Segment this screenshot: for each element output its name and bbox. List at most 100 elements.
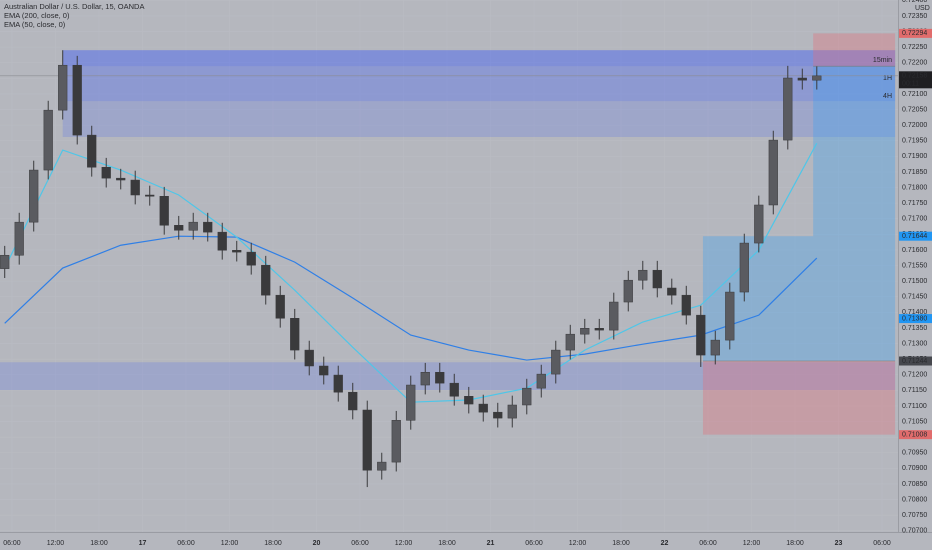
candle-body <box>435 371 445 384</box>
zone-label: 15min <box>873 57 892 64</box>
zone-label: 4H <box>883 93 892 100</box>
x-tick-label: 18:00 <box>264 540 282 547</box>
position-stop <box>702 361 896 435</box>
price-label: 0.71380 <box>902 315 927 322</box>
y-tick-label: 0.71850 <box>902 169 927 176</box>
y-tick-label: 0.71350 <box>902 325 927 332</box>
x-tick-label: 17 <box>139 540 147 547</box>
candle-body <box>246 251 256 266</box>
candle-body <box>493 411 503 419</box>
x-tick-label: 06:00 <box>699 540 717 547</box>
candle-body <box>710 339 720 356</box>
y-tick-label: 0.72000 <box>902 122 927 129</box>
candle-body <box>812 75 822 81</box>
y-tick-label: 0.72350 <box>902 13 927 20</box>
x-tick-label: 06:00 <box>525 540 543 547</box>
candle-body <box>72 64 82 136</box>
position-target <box>813 66 896 237</box>
candle-body <box>609 301 619 331</box>
x-tick-label: 12:00 <box>569 540 587 547</box>
y-tick-label: 0.71100 <box>902 403 927 410</box>
currency: USD <box>915 5 930 12</box>
candle-body <box>667 287 677 296</box>
x-tick-label: 12:00 <box>47 540 65 547</box>
candle-body <box>507 404 517 419</box>
candle-body <box>0 254 10 269</box>
candle-body <box>681 294 691 316</box>
x-tick-label: 06:00 <box>351 540 369 547</box>
x-tick-label: 06:00 <box>873 540 891 547</box>
y-tick-label: 0.72200 <box>902 60 927 67</box>
candle-body <box>203 221 213 233</box>
y-tick-label: 0.71050 <box>902 418 927 425</box>
candle-body <box>43 109 53 171</box>
candle-body <box>87 134 97 168</box>
y-tick-label: 0.71500 <box>902 278 927 285</box>
legend-entry: EMA (200, close, 0) <box>4 11 70 20</box>
zone <box>62 50 896 67</box>
price-label-bg <box>899 430 932 440</box>
candle-body <box>290 318 300 351</box>
candle-body <box>623 279 633 303</box>
candle-body <box>739 242 749 293</box>
x-tick-label: 20 <box>313 540 321 547</box>
position-target <box>702 236 896 362</box>
candle-body <box>116 177 126 181</box>
y-tick-label: 0.71150 <box>902 387 927 394</box>
candle-body <box>797 77 807 81</box>
y-tick-label: 0.70950 <box>902 450 927 457</box>
candle-body <box>362 409 372 471</box>
candle-body <box>58 64 68 111</box>
y-tick-label: 0.70900 <box>902 465 927 472</box>
y-tick-label: 0.72250 <box>902 44 927 51</box>
countdown: 00:11 <box>902 81 919 88</box>
price-label: 0.71244 <box>902 358 927 365</box>
zone <box>0 362 896 391</box>
candle-body <box>14 221 24 256</box>
price-label: 0.72294 <box>902 30 927 37</box>
candle-body <box>580 327 590 335</box>
candle-body <box>217 231 227 251</box>
x-tick-label: 06:00 <box>177 540 195 547</box>
candle-body <box>261 264 271 296</box>
y-tick-label: 0.71750 <box>902 200 927 207</box>
candle-body <box>565 333 575 351</box>
x-tick-label: 18:00 <box>438 540 456 547</box>
x-tick-label: 18:00 <box>612 540 630 547</box>
candle-body <box>232 249 242 253</box>
zone <box>62 50 896 137</box>
candle-body <box>348 391 358 411</box>
x-tick-label: 18:00 <box>90 540 108 547</box>
y-tick-label: 0.71950 <box>902 138 927 145</box>
candle-body <box>768 139 778 206</box>
x-tick-label: 12:00 <box>743 540 761 547</box>
y-tick-label: 0.71400 <box>902 309 927 316</box>
x-tick-label: 06:00 <box>3 540 21 547</box>
y-tick-label: 0.71600 <box>902 247 927 254</box>
candle-body <box>420 371 430 386</box>
candle-body <box>333 374 343 393</box>
chart-title: Australian Dollar / U.S. Dollar, 15, OAN… <box>4 2 144 11</box>
candle-body <box>377 461 387 471</box>
y-tick-label: 0.72100 <box>902 91 927 98</box>
candle-body <box>275 294 285 319</box>
price-label: 0.71644 <box>902 233 927 240</box>
price-label-bg <box>899 71 932 89</box>
y-tick-label: 0.70750 <box>902 512 927 519</box>
y-tick-label: 0.71200 <box>902 372 927 379</box>
candle-body <box>594 327 604 331</box>
candle-body <box>159 196 169 226</box>
x-tick-label: 18:00 <box>786 540 804 547</box>
x-tick-label: 12:00 <box>395 540 413 547</box>
price-label: 0.72158 <box>902 73 927 80</box>
x-tick-label: 12:00 <box>221 540 239 547</box>
x-tick-label: 23 <box>835 540 843 547</box>
candle-body <box>478 403 488 413</box>
candle-body <box>754 204 764 244</box>
candle-body <box>304 349 314 367</box>
ema-line <box>4 235 818 361</box>
candle-body <box>188 221 198 231</box>
